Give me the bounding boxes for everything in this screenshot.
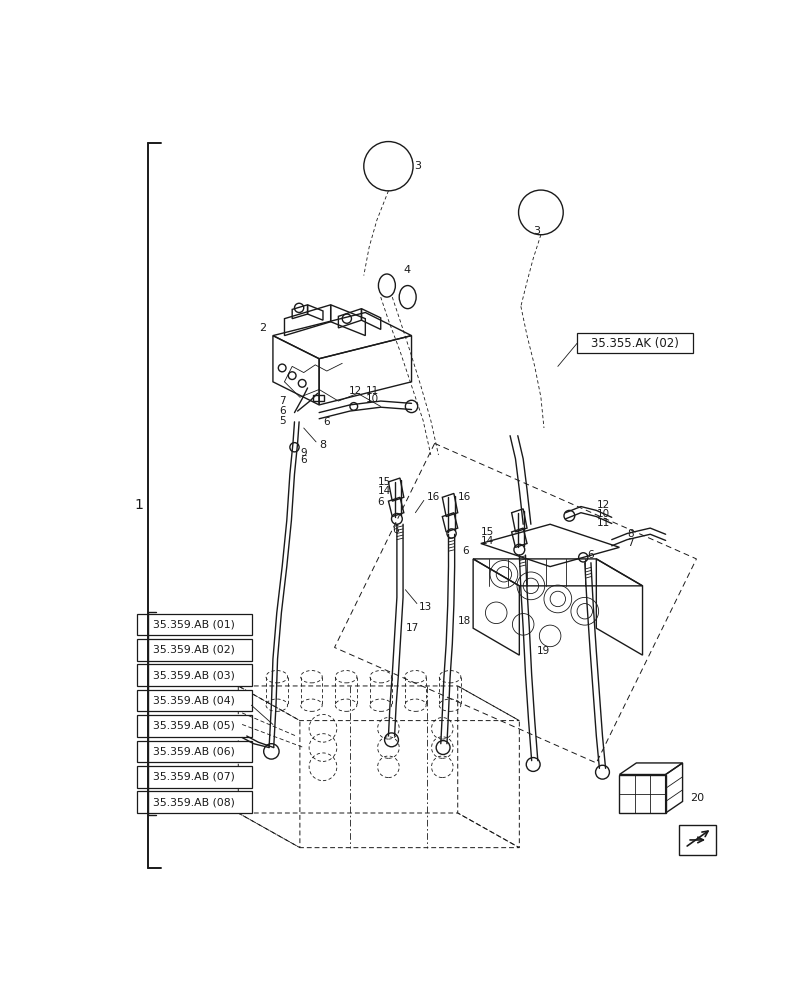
Text: 14: 14 (377, 486, 390, 496)
Text: 35.359.AB (03): 35.359.AB (03) (153, 670, 235, 680)
FancyBboxPatch shape (136, 614, 252, 635)
Text: 20: 20 (689, 793, 703, 803)
Text: 18: 18 (457, 615, 470, 626)
Text: 35.359.AB (05): 35.359.AB (05) (153, 721, 235, 731)
Text: 13: 13 (418, 602, 432, 612)
Text: 12: 12 (348, 386, 361, 396)
Text: 9: 9 (299, 448, 306, 458)
Text: 6: 6 (299, 455, 306, 465)
Text: 6: 6 (586, 550, 593, 560)
Text: 35.359.AB (02): 35.359.AB (02) (153, 645, 235, 655)
Text: 35.359.AB (01): 35.359.AB (01) (153, 619, 235, 629)
Text: 15: 15 (377, 477, 390, 487)
FancyBboxPatch shape (136, 715, 252, 737)
Text: 12: 12 (595, 500, 609, 510)
Text: 35.359.AB (08): 35.359.AB (08) (153, 797, 235, 807)
Text: 3: 3 (533, 226, 539, 236)
Text: 35.359.AB (06): 35.359.AB (06) (153, 746, 235, 756)
Text: 6: 6 (377, 497, 384, 507)
Text: 6: 6 (324, 417, 330, 427)
FancyBboxPatch shape (136, 791, 252, 813)
Text: 10: 10 (365, 394, 378, 404)
Text: 11: 11 (595, 518, 609, 528)
Text: 8: 8 (626, 529, 633, 539)
Text: 19: 19 (536, 646, 550, 656)
Text: 10: 10 (595, 509, 609, 519)
Text: 3: 3 (414, 161, 421, 171)
Text: 1: 1 (135, 498, 144, 512)
FancyBboxPatch shape (136, 741, 252, 762)
Text: 11: 11 (365, 386, 378, 396)
Text: 16: 16 (457, 492, 470, 502)
Text: 35.355.AK (02): 35.355.AK (02) (590, 337, 678, 350)
FancyBboxPatch shape (136, 664, 252, 686)
Text: 14: 14 (480, 536, 493, 546)
Text: 17: 17 (405, 623, 418, 633)
Text: 2: 2 (259, 323, 266, 333)
Text: 6: 6 (279, 406, 285, 416)
Text: 6: 6 (392, 525, 398, 535)
Text: 7: 7 (626, 538, 633, 548)
FancyBboxPatch shape (136, 639, 252, 661)
Text: 35.359.AB (04): 35.359.AB (04) (153, 696, 235, 706)
Bar (312, 395, 324, 401)
Text: 6: 6 (461, 546, 469, 556)
Text: 16: 16 (427, 492, 440, 502)
Text: 15: 15 (480, 527, 493, 537)
Text: 35.359.AB (07): 35.359.AB (07) (153, 772, 235, 782)
FancyBboxPatch shape (136, 690, 252, 711)
Text: 7: 7 (279, 396, 285, 406)
Text: 4: 4 (403, 265, 410, 275)
FancyBboxPatch shape (577, 333, 692, 353)
Text: 8: 8 (319, 440, 326, 450)
Text: 5: 5 (279, 416, 285, 426)
FancyBboxPatch shape (136, 766, 252, 788)
